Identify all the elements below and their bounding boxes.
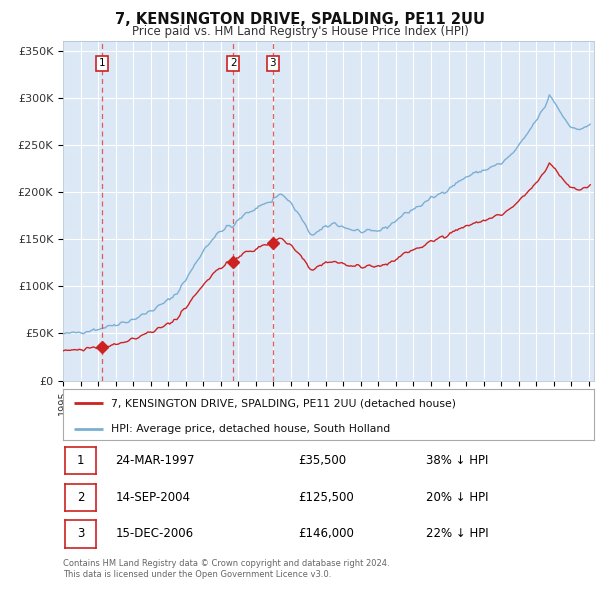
Text: 1: 1 xyxy=(98,58,105,68)
Text: 14-SEP-2004: 14-SEP-2004 xyxy=(116,491,191,504)
Text: 38% ↓ HPI: 38% ↓ HPI xyxy=(427,454,488,467)
Text: 7, KENSINGTON DRIVE, SPALDING, PE11 2UU: 7, KENSINGTON DRIVE, SPALDING, PE11 2UU xyxy=(115,12,485,27)
Text: 2: 2 xyxy=(77,491,84,504)
Text: £146,000: £146,000 xyxy=(298,527,354,540)
Text: 15-DEC-2006: 15-DEC-2006 xyxy=(116,527,194,540)
Text: 24-MAR-1997: 24-MAR-1997 xyxy=(116,454,195,467)
Text: This data is licensed under the Open Government Licence v3.0.: This data is licensed under the Open Gov… xyxy=(63,570,331,579)
Text: HPI: Average price, detached house, South Holland: HPI: Average price, detached house, Sout… xyxy=(111,424,390,434)
Text: 3: 3 xyxy=(269,58,276,68)
Text: 1: 1 xyxy=(77,454,84,467)
Text: 2: 2 xyxy=(230,58,236,68)
Text: Contains HM Land Registry data © Crown copyright and database right 2024.: Contains HM Land Registry data © Crown c… xyxy=(63,559,389,568)
Text: 7, KENSINGTON DRIVE, SPALDING, PE11 2UU (detached house): 7, KENSINGTON DRIVE, SPALDING, PE11 2UU … xyxy=(111,398,456,408)
Text: £125,500: £125,500 xyxy=(298,491,354,504)
Text: £35,500: £35,500 xyxy=(298,454,346,467)
Text: 22% ↓ HPI: 22% ↓ HPI xyxy=(427,527,489,540)
Text: 3: 3 xyxy=(77,527,84,540)
Text: 20% ↓ HPI: 20% ↓ HPI xyxy=(427,491,489,504)
Text: Price paid vs. HM Land Registry's House Price Index (HPI): Price paid vs. HM Land Registry's House … xyxy=(131,25,469,38)
